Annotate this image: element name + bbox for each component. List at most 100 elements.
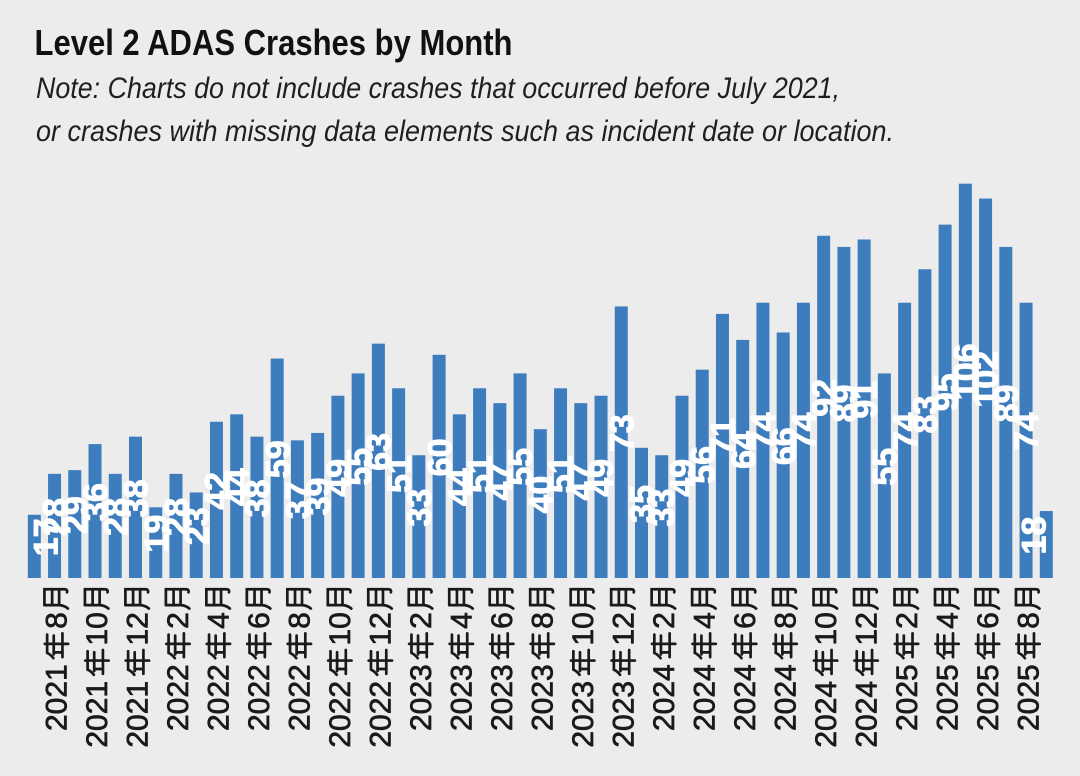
svg-text:51: 51 (462, 455, 500, 493)
svg-text:6: 6 (729, 612, 762, 629)
svg-text:49: 49 (583, 459, 621, 497)
svg-text:12: 12 (607, 612, 640, 645)
svg-text:8: 8 (284, 612, 317, 629)
svg-text:2022: 2022 (203, 664, 236, 731)
svg-text:2023: 2023 (405, 664, 438, 731)
svg-text:2023: 2023 (486, 664, 519, 731)
svg-text:74: 74 (1008, 412, 1046, 450)
svg-text:2024: 2024 (688, 664, 721, 731)
svg-text:42: 42 (199, 472, 237, 510)
svg-text:39: 39 (300, 478, 338, 516)
svg-text:33: 33 (401, 489, 439, 527)
svg-text:95: 95 (927, 373, 965, 411)
svg-text:8: 8 (1012, 612, 1045, 629)
svg-text:2022: 2022 (243, 664, 276, 731)
svg-text:89: 89 (988, 385, 1026, 423)
svg-text:51: 51 (381, 455, 419, 493)
svg-text:or crashes with missing data e: or crashes with missing data elements su… (36, 115, 894, 148)
svg-text:63: 63 (361, 433, 399, 471)
svg-text:8: 8 (527, 612, 560, 629)
svg-text:106: 106 (948, 343, 986, 400)
svg-text:2023: 2023 (607, 681, 640, 748)
svg-text:2021: 2021 (81, 681, 114, 748)
svg-text:73: 73 (603, 414, 641, 452)
svg-text:4: 4 (688, 612, 721, 629)
svg-text:10: 10 (81, 612, 114, 645)
svg-text:74: 74 (745, 412, 783, 450)
svg-text:2025: 2025 (1012, 664, 1045, 731)
svg-text:2024: 2024 (729, 664, 762, 731)
svg-text:2022: 2022 (365, 681, 398, 748)
svg-text:44: 44 (219, 468, 257, 506)
svg-text:60: 60 (421, 438, 459, 476)
svg-text:6: 6 (972, 612, 1005, 629)
svg-text:12: 12 (122, 612, 155, 645)
svg-text:71: 71 (705, 418, 743, 456)
svg-text:2021: 2021 (122, 681, 155, 748)
svg-text:2: 2 (648, 612, 681, 629)
svg-text:28: 28 (37, 498, 75, 536)
svg-text:Note: Charts do not include cr: Note: Charts do not include crashes that… (36, 72, 840, 105)
svg-text:38: 38 (239, 479, 277, 517)
svg-text:66: 66 (765, 427, 803, 465)
svg-text:33: 33 (644, 489, 682, 527)
svg-text:4: 4 (203, 612, 236, 629)
svg-text:49: 49 (664, 459, 702, 497)
svg-text:12: 12 (365, 612, 398, 645)
svg-text:18: 18 (1015, 517, 1053, 555)
svg-text:12: 12 (850, 612, 883, 645)
svg-text:55: 55 (502, 448, 540, 486)
svg-text:2025: 2025 (931, 664, 964, 731)
svg-text:2022: 2022 (284, 664, 317, 731)
svg-text:2023: 2023 (446, 664, 479, 731)
svg-text:4: 4 (931, 612, 964, 629)
svg-text:6: 6 (243, 612, 276, 629)
svg-text:55: 55 (340, 448, 378, 486)
svg-text:2022: 2022 (162, 664, 195, 731)
svg-text:29: 29 (57, 496, 95, 534)
svg-text:28: 28 (97, 498, 135, 536)
svg-text:Level 2 ADAS Crashes by Month: Level 2 ADAS Crashes by Month (35, 22, 513, 63)
svg-text:44: 44 (442, 468, 480, 506)
svg-text:2024: 2024 (810, 681, 843, 748)
svg-text:37: 37 (280, 481, 318, 519)
svg-text:74: 74 (786, 412, 824, 450)
svg-text:91: 91 (846, 381, 884, 419)
svg-text:6: 6 (486, 612, 519, 629)
svg-text:2025: 2025 (891, 664, 924, 731)
svg-text:17: 17 (27, 518, 65, 556)
svg-text:19: 19 (138, 515, 176, 553)
svg-text:23: 23 (178, 507, 216, 545)
svg-text:51: 51 (543, 455, 581, 493)
svg-text:35: 35 (624, 485, 662, 523)
svg-text:10: 10 (324, 612, 357, 645)
svg-text:8: 8 (769, 612, 802, 629)
svg-text:10: 10 (810, 612, 843, 645)
svg-text:36: 36 (77, 483, 115, 521)
svg-text:89: 89 (826, 385, 864, 423)
svg-text:4: 4 (446, 612, 479, 629)
svg-text:74: 74 (887, 412, 925, 450)
svg-text:47: 47 (482, 463, 520, 501)
svg-text:59: 59 (259, 440, 297, 478)
svg-text:2023: 2023 (567, 681, 600, 748)
svg-text:92: 92 (806, 379, 844, 417)
svg-text:8: 8 (41, 612, 74, 629)
svg-text:64: 64 (725, 431, 763, 469)
svg-text:2024: 2024 (850, 681, 883, 748)
svg-text:83: 83 (907, 396, 945, 434)
svg-text:47: 47 (563, 463, 601, 501)
svg-text:49: 49 (320, 459, 358, 497)
svg-text:2: 2 (405, 612, 438, 629)
svg-text:2023: 2023 (527, 664, 560, 731)
svg-text:2: 2 (891, 612, 924, 629)
svg-text:2024: 2024 (769, 664, 802, 731)
svg-text:40: 40 (522, 476, 560, 514)
svg-text:10: 10 (567, 612, 600, 645)
svg-text:28: 28 (158, 498, 196, 536)
svg-text:2021: 2021 (41, 664, 74, 731)
svg-text:2022: 2022 (324, 681, 357, 748)
svg-text:2024: 2024 (648, 664, 681, 731)
svg-text:56: 56 (684, 446, 722, 484)
svg-text:2025: 2025 (972, 664, 1005, 731)
